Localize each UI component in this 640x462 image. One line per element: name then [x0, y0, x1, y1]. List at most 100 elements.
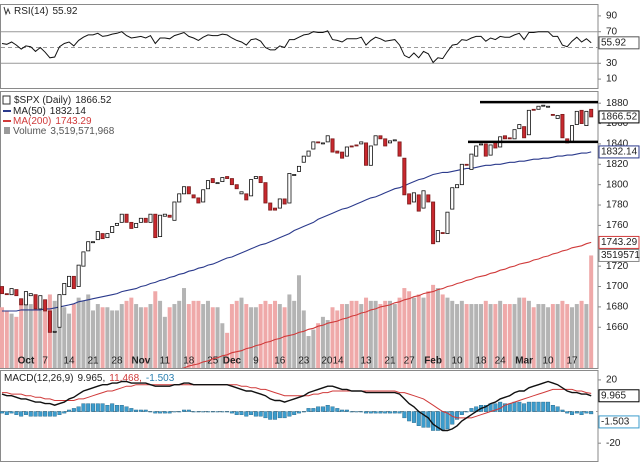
- candle: [253, 176, 258, 179]
- volume-bar: [411, 297, 416, 368]
- candle: [541, 104, 546, 107]
- macd-header: MACD(12,26,9) 9.965, 11.468, -1.503: [4, 373, 175, 384]
- candle: [531, 108, 536, 111]
- histogram-bar: [191, 411, 196, 413]
- histogram-bar: [14, 411, 19, 415]
- candle: [507, 137, 512, 140]
- histogram-bar: [565, 411, 570, 414]
- candle: [148, 213, 153, 223]
- volume-bar: [9, 313, 14, 368]
- histogram-bar: [95, 403, 100, 412]
- volume-bar: [364, 297, 369, 368]
- histogram-bar: [0, 411, 4, 414]
- candle: [316, 141, 321, 144]
- x-tick-label: 27: [404, 356, 416, 367]
- macd-title: MACD(12,26,9): [4, 373, 73, 384]
- candle: [589, 108, 594, 118]
- histogram-bar: [134, 409, 139, 412]
- histogram-bar: [507, 403, 512, 412]
- volume-bar: [76, 297, 81, 368]
- volume-bar: [474, 304, 479, 368]
- candle: [182, 186, 187, 195]
- histogram-bar: [177, 411, 182, 413]
- candle: [129, 221, 134, 229]
- histogram-bar: [359, 411, 364, 413]
- candle: [478, 143, 483, 146]
- volume-bar: [316, 323, 321, 368]
- macd-line: [2, 384, 592, 419]
- candle: [249, 179, 254, 197]
- candle: [138, 217, 143, 223]
- volume-bar: [570, 307, 575, 368]
- candle: [67, 275, 72, 287]
- ma-line: [181, 241, 592, 368]
- candle: [340, 151, 345, 159]
- histogram-bar: [364, 411, 369, 414]
- candle: [349, 145, 354, 148]
- candle: [57, 294, 62, 328]
- candle: [258, 176, 263, 184]
- macd-last: 9.965,: [77, 373, 105, 384]
- volume-bar: [402, 288, 407, 368]
- volume-bar: [579, 300, 584, 368]
- histogram-bar: [153, 411, 158, 414]
- candle: [9, 288, 14, 296]
- volume-bar: [445, 297, 450, 368]
- volume-last: 3,519,571,968: [50, 126, 114, 137]
- volume-bar: [4, 310, 9, 368]
- histogram-bar: [560, 409, 565, 412]
- x-tick-label: 23: [298, 356, 310, 367]
- histogram-bar: [320, 406, 325, 412]
- x-tick-label: 10: [451, 356, 463, 367]
- histogram-bar: [196, 411, 201, 413]
- value-box: [598, 110, 640, 124]
- histogram-bar: [100, 403, 105, 412]
- candle: [330, 138, 335, 153]
- volume-bar: [296, 275, 301, 368]
- volume-bar: [354, 300, 359, 368]
- candle: [33, 294, 38, 310]
- histogram-bar: [517, 401, 522, 412]
- volume-bar: [344, 304, 349, 368]
- macd-panel: [0, 370, 599, 462]
- panels: [0, 4, 599, 462]
- ma200-legend: MA(200) 1743.29: [13, 116, 92, 127]
- candle: [277, 198, 282, 209]
- volume-bar: [502, 304, 507, 368]
- histogram-bar: [407, 411, 412, 422]
- candle: [359, 141, 364, 145]
- volume-legend: Volume 3,519,571,968: [13, 126, 115, 137]
- histogram-bar: [38, 411, 43, 417]
- volume-bar: [306, 336, 311, 368]
- histogram-bar: [4, 411, 9, 415]
- volume-bar: [555, 304, 560, 368]
- histogram-bar: [344, 409, 349, 412]
- volume-bar: [325, 320, 330, 368]
- volume-bar: [550, 304, 555, 368]
- candle: [220, 177, 225, 183]
- candle: [52, 330, 57, 333]
- x-tick-label: 18: [475, 356, 487, 367]
- y-tick-label: 1700: [606, 281, 629, 292]
- y-tick-label: 1860: [606, 118, 629, 129]
- histogram-bar: [368, 411, 373, 414]
- candle: [0, 286, 4, 295]
- y-tick-label: 1720: [606, 261, 629, 272]
- histogram-bar: [387, 411, 392, 414]
- histogram-bar: [225, 411, 230, 413]
- histogram-bar: [306, 408, 311, 412]
- histogram-bar: [522, 403, 527, 412]
- candle: [62, 283, 67, 296]
- histogram-bar: [416, 411, 421, 426]
- histogram-bar: [459, 411, 464, 415]
- histogram-bar: [172, 411, 177, 413]
- volume-bar: [301, 310, 306, 368]
- histogram-bar: [335, 408, 340, 412]
- volume-bar: [19, 304, 24, 368]
- candle: [407, 193, 412, 205]
- volume-bar: [311, 329, 316, 368]
- hist-last: -1.503: [146, 373, 175, 384]
- volume-bar: [584, 304, 589, 368]
- volume-bar: [459, 300, 464, 368]
